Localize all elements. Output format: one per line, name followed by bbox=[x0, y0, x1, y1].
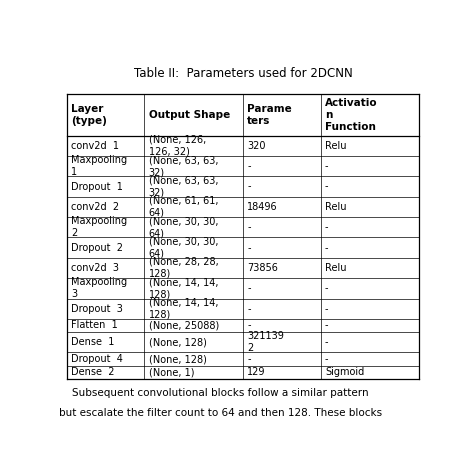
Text: conv2d  2: conv2d 2 bbox=[71, 202, 119, 212]
Text: -: - bbox=[325, 354, 328, 364]
Text: -: - bbox=[247, 222, 251, 232]
Text: (None, 30, 30,
64): (None, 30, 30, 64) bbox=[148, 237, 218, 258]
Text: -: - bbox=[247, 304, 251, 314]
Text: -: - bbox=[325, 243, 328, 253]
Text: 18496: 18496 bbox=[247, 202, 278, 212]
Text: (None, 61, 61,
64): (None, 61, 61, 64) bbox=[148, 196, 218, 218]
Text: conv2d  3: conv2d 3 bbox=[71, 263, 119, 273]
Text: (None, 25088): (None, 25088) bbox=[148, 321, 219, 331]
Text: (None, 14, 14,
128): (None, 14, 14, 128) bbox=[148, 298, 218, 320]
Text: conv2d  1: conv2d 1 bbox=[71, 141, 119, 151]
Text: (None, 30, 30,
64): (None, 30, 30, 64) bbox=[148, 216, 218, 238]
Text: (None, 14, 14,
128): (None, 14, 14, 128) bbox=[148, 277, 218, 299]
Text: Maxpooling
1: Maxpooling 1 bbox=[71, 155, 127, 177]
Text: Subsequent convolutional blocks follow a similar pattern: Subsequent convolutional blocks follow a… bbox=[59, 388, 369, 398]
Text: -: - bbox=[247, 243, 251, 253]
Text: 73856: 73856 bbox=[247, 263, 278, 273]
Text: Relu: Relu bbox=[325, 263, 346, 273]
Text: Table II:  Parameters used for 2DCNN: Table II: Parameters used for 2DCNN bbox=[134, 67, 352, 80]
Text: Relu: Relu bbox=[325, 202, 346, 212]
Text: (None, 1): (None, 1) bbox=[148, 367, 194, 377]
Text: (None, 128): (None, 128) bbox=[148, 337, 207, 347]
Text: Relu: Relu bbox=[325, 141, 346, 151]
Text: Dense  2: Dense 2 bbox=[71, 367, 115, 377]
Text: 129: 129 bbox=[247, 367, 266, 377]
Text: Flatten  1: Flatten 1 bbox=[71, 321, 118, 331]
Text: -: - bbox=[247, 181, 251, 191]
Text: (None, 128): (None, 128) bbox=[148, 354, 207, 364]
Text: Dropout  2: Dropout 2 bbox=[71, 243, 123, 253]
Text: -: - bbox=[325, 222, 328, 232]
Text: Output Shape: Output Shape bbox=[148, 110, 230, 120]
Text: -: - bbox=[247, 354, 251, 364]
Text: 321139
2: 321139 2 bbox=[247, 331, 284, 353]
Text: -: - bbox=[247, 161, 251, 171]
Text: -: - bbox=[325, 337, 328, 347]
Text: -: - bbox=[325, 304, 328, 314]
Text: -: - bbox=[325, 284, 328, 294]
Text: Sigmoid: Sigmoid bbox=[325, 367, 364, 377]
Text: Activatio
n
Function: Activatio n Function bbox=[325, 97, 378, 132]
Text: -: - bbox=[247, 284, 251, 294]
Text: but escalate the filter count to 64 and then 128. These blocks: but escalate the filter count to 64 and … bbox=[59, 408, 383, 418]
Text: Dropout  3: Dropout 3 bbox=[71, 304, 123, 314]
Text: Parame
ters: Parame ters bbox=[247, 104, 292, 125]
Text: (None, 126,
126, 32): (None, 126, 126, 32) bbox=[148, 135, 206, 157]
Text: (None, 28, 28,
128): (None, 28, 28, 128) bbox=[148, 257, 219, 279]
Text: 320: 320 bbox=[247, 141, 266, 151]
Text: -: - bbox=[247, 321, 251, 331]
Text: (None, 63, 63,
32): (None, 63, 63, 32) bbox=[148, 176, 218, 198]
Text: Dropout  4: Dropout 4 bbox=[71, 354, 123, 364]
Text: Dropout  1: Dropout 1 bbox=[71, 181, 123, 191]
Text: Layer
(type): Layer (type) bbox=[71, 104, 107, 125]
Text: -: - bbox=[325, 321, 328, 331]
Text: Dense  1: Dense 1 bbox=[71, 337, 114, 347]
Text: Maxpooling
2: Maxpooling 2 bbox=[71, 216, 127, 238]
Text: -: - bbox=[325, 181, 328, 191]
Text: (None, 63, 63,
32): (None, 63, 63, 32) bbox=[148, 155, 218, 177]
Text: -: - bbox=[325, 161, 328, 171]
Text: Maxpooling
3: Maxpooling 3 bbox=[71, 277, 127, 299]
